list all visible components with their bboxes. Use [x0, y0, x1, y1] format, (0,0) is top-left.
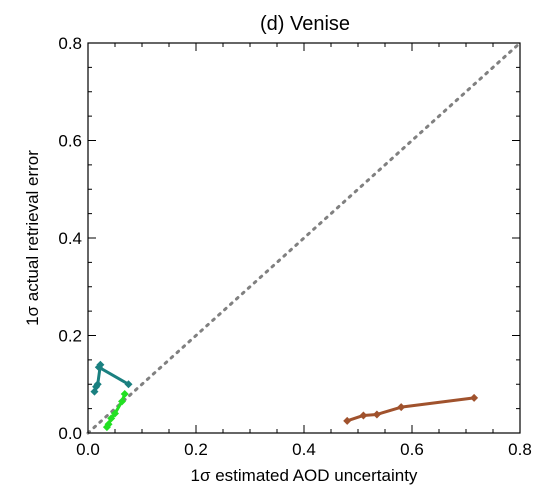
x-tick-label: 0.6: [400, 440, 424, 459]
x-tick-label: 0.0: [76, 440, 100, 459]
data-point: [93, 380, 102, 389]
data-point: [90, 387, 99, 396]
y-axis-label: 1σ actual retrieval error: [23, 150, 42, 326]
data-point: [343, 416, 352, 425]
x-axis-label: 1σ estimated AOD uncertainty: [191, 466, 418, 485]
data-point: [102, 423, 111, 432]
y-tick-label: 0.4: [58, 229, 82, 248]
x-tick-label: 0.2: [184, 440, 208, 459]
chart-title: (d) Venise: [260, 13, 350, 35]
data-point: [359, 411, 368, 420]
data-point: [111, 409, 119, 418]
data-point: [397, 403, 406, 412]
data-point: [470, 393, 479, 402]
series-0: [90, 360, 133, 396]
y-tick-label: 0.6: [58, 132, 82, 151]
reference-line: [86, 41, 522, 435]
reference-line-group: [86, 41, 522, 435]
data-point: [124, 380, 133, 389]
data-point: [118, 397, 127, 406]
x-tick-label: 0.8: [508, 440, 532, 459]
series-line: [346, 396, 475, 423]
data-point: [372, 410, 381, 419]
data-point: [94, 363, 103, 372]
y-tick-label: 0.2: [58, 327, 82, 346]
y-tick-label: 0.0: [58, 424, 82, 443]
x-axis: 0.0 0.2 0.4 0.6 0.8: [76, 43, 532, 459]
y-tick-label: 0.8: [58, 34, 82, 53]
x-tick-label: 0.4: [292, 440, 316, 459]
series-group: [90, 360, 479, 432]
series-2: [343, 393, 479, 425]
data-point: [107, 414, 116, 423]
series-1: [102, 390, 129, 432]
data-point: [120, 390, 129, 398]
y-axis: 0.0 0.2 0.4 0.6 0.8: [58, 34, 520, 443]
